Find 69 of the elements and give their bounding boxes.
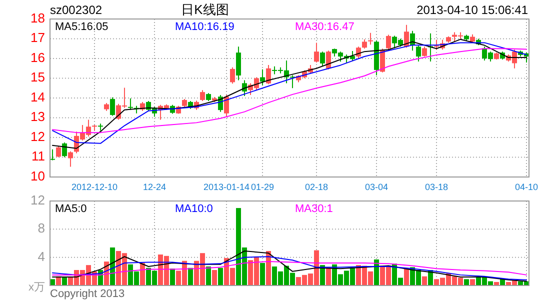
candlestick xyxy=(260,68,265,86)
text: MA5:0 xyxy=(55,203,87,215)
bar xyxy=(170,268,175,286)
candlestick xyxy=(368,32,373,46)
text: MA30:1 xyxy=(295,203,333,215)
candlestick xyxy=(326,50,331,70)
x-tick-label: 2012-12-10 xyxy=(71,182,118,192)
candlestick xyxy=(422,46,427,58)
y-axis-title: x万 xyxy=(28,281,45,294)
line-series xyxy=(52,261,527,276)
y-tick-label: 17 xyxy=(30,30,45,46)
bar xyxy=(464,279,469,286)
x-tick-label: 04-10 xyxy=(514,182,538,192)
line-series xyxy=(52,256,527,280)
text: MA30:16.47 xyxy=(295,21,354,33)
text: 2013-04-10 15:06:41 xyxy=(416,3,528,17)
y-tick-label: 10 xyxy=(30,168,45,184)
candlestick xyxy=(362,38,367,50)
candlestick xyxy=(110,96,115,116)
candlestick xyxy=(266,64,271,85)
candlestick xyxy=(128,98,133,110)
bar xyxy=(374,259,379,286)
x-tick-label: 12-24 xyxy=(142,182,166,192)
candlestick xyxy=(56,146,61,158)
text: MA10:0 xyxy=(175,203,213,215)
x-tick-label: 01-29 xyxy=(250,182,274,192)
y-tick-label: 18 xyxy=(30,10,45,26)
candlestick xyxy=(356,46,361,59)
bar xyxy=(212,270,217,286)
text: sz002302 xyxy=(50,3,102,17)
x-tick-label: 2013-01-14 xyxy=(203,182,250,192)
text: MA10:16.19 xyxy=(175,21,234,33)
line-series xyxy=(52,48,527,134)
bar xyxy=(110,247,115,286)
y-tick-label: 12 xyxy=(30,128,45,144)
y-tick-label: 4 xyxy=(38,248,45,264)
candlestick xyxy=(68,150,73,168)
bar xyxy=(218,268,223,286)
y-tick-label: 13 xyxy=(30,109,45,124)
bar xyxy=(206,266,211,286)
candlestick xyxy=(320,51,325,67)
bar xyxy=(470,279,475,286)
line-series xyxy=(52,250,527,282)
y-tick-label: 15 xyxy=(30,70,45,85)
candlestick xyxy=(230,66,235,84)
chart-title: 日K线图 xyxy=(181,2,229,17)
text: MA5:16.05 xyxy=(55,21,108,33)
candlestick xyxy=(236,46,241,81)
candlestick xyxy=(50,148,55,161)
candlestick xyxy=(200,90,205,102)
y-tick-label: 8 xyxy=(38,220,45,236)
candlestick xyxy=(314,42,319,63)
candlestick xyxy=(62,142,67,158)
bar xyxy=(326,267,331,286)
y-tick-label: 12 xyxy=(30,192,45,208)
candlestick xyxy=(224,94,229,118)
bar xyxy=(422,276,427,286)
x-tick-label: 03-04 xyxy=(364,182,388,192)
x-tick-label: 02-18 xyxy=(304,182,328,192)
y-tick-label: 16 xyxy=(30,50,45,65)
y-tick-label: 11 xyxy=(32,148,45,164)
x-tick-label: 03-18 xyxy=(424,182,448,192)
y-tick-label: 14 xyxy=(30,89,45,104)
bar xyxy=(404,268,409,286)
text: Copyright 2013 xyxy=(50,288,125,300)
bar xyxy=(188,268,193,286)
bar xyxy=(260,262,265,286)
candlestick xyxy=(386,34,391,50)
candlestick xyxy=(416,45,421,62)
